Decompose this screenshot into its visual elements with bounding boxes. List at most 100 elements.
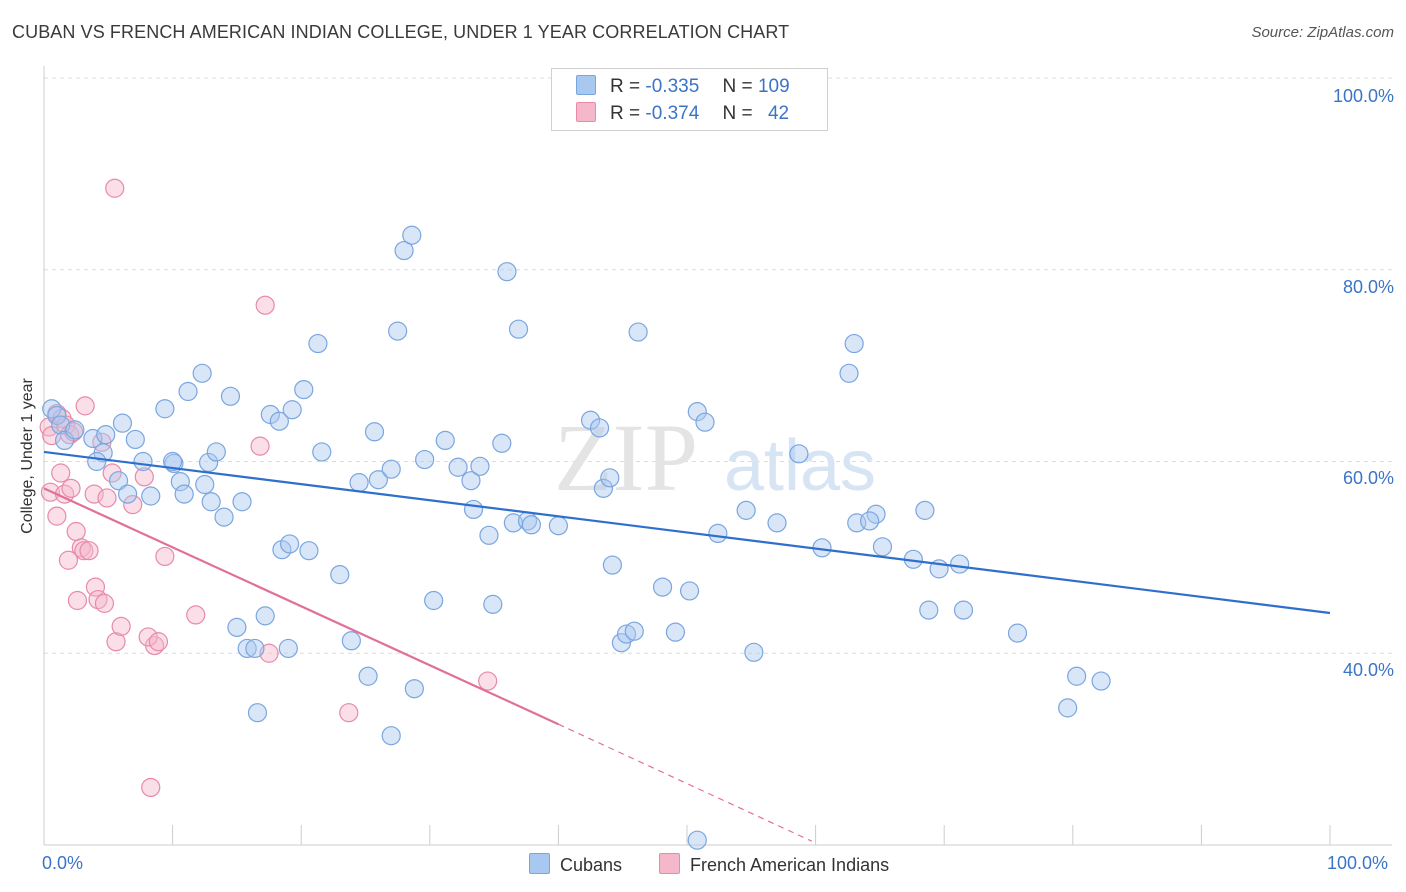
cubans-point <box>83 428 103 449</box>
french-point <box>138 627 158 647</box>
cubans-point <box>624 621 644 641</box>
french-point <box>141 777 161 798</box>
stats-legend: R = -0.335 N = 109 R = -0.374 N = 42 <box>551 68 828 131</box>
legend-n-value: 42 <box>767 103 790 124</box>
french-point <box>259 643 279 663</box>
cubans-point <box>96 425 116 445</box>
cubans-point <box>195 474 215 495</box>
french-point <box>123 495 143 515</box>
legend-r-label: R = <box>610 103 641 124</box>
cubans-point <box>687 830 707 850</box>
french-point <box>71 538 91 558</box>
cubans-swatch <box>576 75 596 95</box>
cubans-point <box>736 500 756 520</box>
y-tick-60: 60.0% <box>1342 468 1394 488</box>
bottom-legend-cubans-label: Cubans <box>560 855 623 875</box>
cubans-point <box>872 537 893 557</box>
french-trend-line-extension <box>558 723 812 842</box>
cubans-point <box>232 492 252 512</box>
cubans-point <box>201 492 221 512</box>
axes <box>43 66 1392 846</box>
cubans-point <box>652 577 673 597</box>
cubans-point <box>381 459 401 479</box>
french-point <box>106 632 126 652</box>
cubans-point <box>521 515 541 535</box>
french-point <box>111 616 131 637</box>
bottom-legend-french: French American Indians <box>659 853 889 876</box>
x-tick-max: 100.0% <box>1327 853 1389 873</box>
cubans-point <box>415 449 435 470</box>
cubans-point <box>170 472 190 492</box>
cubans-point <box>214 507 234 527</box>
cubans-point <box>470 456 490 476</box>
cubans-point <box>141 486 161 506</box>
cubans-point <box>628 322 648 342</box>
cubans-point <box>388 321 408 341</box>
cubans-point <box>269 411 289 431</box>
cubans-point <box>312 442 332 462</box>
cubans-point <box>112 413 133 433</box>
cubans-point <box>247 703 268 723</box>
french-point <box>102 463 122 483</box>
legend-r-value: -0.335 <box>645 76 700 97</box>
french-swatch <box>576 102 596 122</box>
cubans-point <box>435 430 455 451</box>
cubans-point <box>687 402 707 422</box>
cubans-point <box>463 499 484 520</box>
cubans-trend-line <box>43 450 1331 615</box>
french-point <box>134 467 154 487</box>
french-point <box>94 593 115 613</box>
legend-n-label: N = <box>722 76 753 97</box>
cubans-point <box>1058 698 1078 718</box>
cubans-point <box>789 444 809 464</box>
y-tick-40: 40.0% <box>1342 660 1394 680</box>
cubans-point <box>404 679 424 699</box>
series-french-points <box>39 178 498 798</box>
cubans-point <box>492 433 512 453</box>
cubans-point <box>245 638 265 659</box>
cubans-point <box>844 333 864 354</box>
french-point <box>85 577 106 597</box>
cubans-point <box>349 472 369 493</box>
cubans-point <box>950 554 970 574</box>
cubans-point <box>919 600 939 620</box>
cubans-point <box>192 363 212 383</box>
cubans-point <box>602 555 623 575</box>
cubans-point <box>839 363 859 383</box>
french-point <box>148 632 169 652</box>
cubans-point <box>483 594 503 614</box>
cubans-point <box>47 405 67 426</box>
cubans-point <box>299 541 319 561</box>
french-point <box>66 521 86 542</box>
cubans-point <box>600 468 620 488</box>
cubans-point <box>278 638 298 659</box>
french-point <box>79 541 99 561</box>
series-cubans-points <box>42 225 1111 850</box>
cubans-point <box>402 225 422 245</box>
cubans-point <box>915 500 935 520</box>
cubans-point <box>593 478 614 498</box>
cubans-point <box>227 617 247 637</box>
cubans-point <box>237 638 257 659</box>
watermark-zip: ZIP <box>554 404 698 511</box>
cubans-point <box>220 386 241 406</box>
cubans-point <box>695 412 715 432</box>
cubans-point <box>174 484 194 504</box>
cubans-point <box>341 631 361 651</box>
cubans-point <box>272 540 292 560</box>
french-point <box>84 484 104 504</box>
french-point <box>339 703 359 723</box>
french-point <box>105 178 125 198</box>
chart-title: CUBAN VS FRENCH AMERICAN INDIAN COLLEGE,… <box>12 22 790 42</box>
x-tick-min: 0.0% <box>42 853 84 873</box>
cubans-point <box>178 381 198 402</box>
french-trend-line <box>43 487 559 726</box>
cubans-point <box>54 430 75 451</box>
cubans-point <box>282 400 302 420</box>
cubans-point <box>548 516 569 536</box>
legend-r-value: -0.374 <box>645 103 700 124</box>
french-point <box>67 590 88 611</box>
french-point <box>75 396 95 416</box>
cubans-point <box>616 624 637 644</box>
